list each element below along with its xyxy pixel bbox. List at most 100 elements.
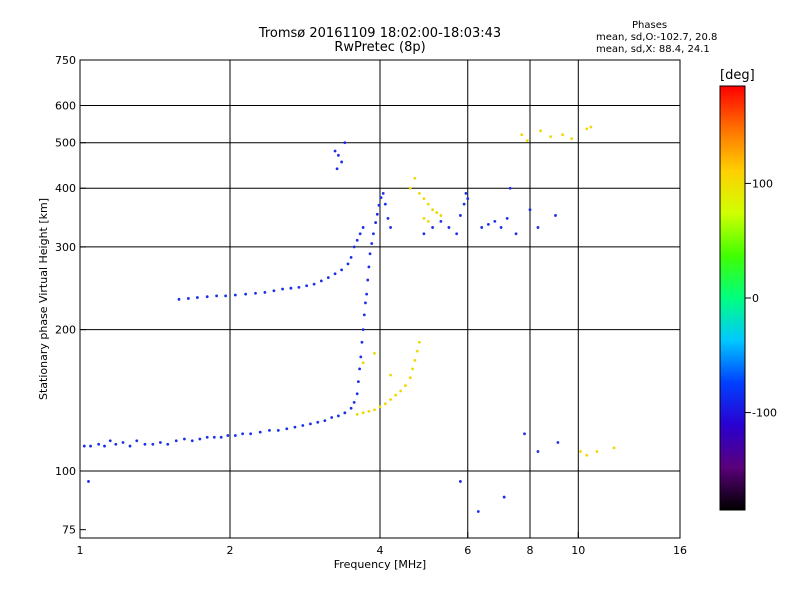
data-point-o (272, 289, 276, 293)
data-point-o (114, 442, 118, 446)
data-point-x (383, 402, 387, 406)
data-point-o (82, 444, 86, 448)
data-point-o (476, 510, 480, 513)
data-point-o (312, 282, 316, 286)
data-point-o (205, 435, 209, 439)
y-tick-label: 100 (55, 465, 76, 478)
data-point-o (249, 432, 253, 436)
data-point-o (195, 296, 199, 299)
data-point-o (177, 297, 181, 301)
y-tick-label: 300 (55, 241, 76, 254)
data-point-o (486, 222, 490, 226)
data-point-x (361, 361, 365, 365)
data-point-o (233, 293, 237, 297)
data-point-o (297, 285, 301, 289)
data-point-x (361, 411, 365, 415)
data-point-o (462, 202, 466, 206)
data-point-o (386, 216, 390, 220)
data-point-o (128, 444, 132, 448)
data-point-x (418, 191, 421, 195)
data-point-o (330, 416, 334, 419)
data-point-o (309, 422, 312, 426)
data-point-o (346, 262, 350, 266)
data-point-o (381, 191, 385, 195)
data-point-o (431, 226, 434, 229)
y-tick-label: 500 (55, 137, 76, 150)
data-point-o (383, 202, 387, 206)
phases-o-stats: mean, sd,O:-102.7, 20.8 (596, 32, 718, 43)
data-point-o (159, 441, 162, 444)
colorbar-tick-label: 0 (752, 292, 759, 305)
data-point-o (343, 141, 347, 145)
data-point-o (333, 272, 337, 276)
data-point-x (525, 139, 529, 143)
data-point-o (226, 434, 230, 437)
data-point-o (360, 340, 364, 344)
data-point-o (480, 226, 484, 229)
data-point-o (254, 291, 257, 295)
data-point-x (539, 129, 542, 133)
data-point-o (281, 287, 284, 291)
data-point-x (426, 202, 430, 206)
data-point-o (198, 437, 202, 441)
data-point-o (455, 232, 459, 236)
data-point-o (536, 226, 540, 229)
data-point-o (422, 232, 426, 236)
data-point-x (389, 373, 392, 377)
data-point-o (108, 439, 112, 443)
data-point-o (340, 160, 344, 164)
data-point-o (528, 208, 532, 212)
colorbar-tick-label: -100 (752, 407, 777, 420)
data-point-o (268, 429, 271, 432)
data-point-x (411, 367, 414, 371)
data-point-x (415, 349, 419, 353)
data-point-o (447, 226, 451, 229)
data-point-o (186, 297, 190, 300)
colorbar-ticks: 100 0 -100 (745, 177, 777, 420)
data-point-o (352, 400, 356, 404)
data-point-x (585, 453, 589, 457)
data-point-o (219, 435, 223, 439)
data-point-o (554, 214, 557, 217)
data-point-o (466, 197, 470, 201)
data-point-x (413, 358, 417, 362)
data-point-x (595, 450, 599, 453)
data-point-x (589, 125, 593, 129)
x-axis-label: Frequency [MHz] (334, 558, 426, 571)
data-point-o (143, 442, 147, 446)
data-point-x (439, 214, 443, 217)
data-point-x (355, 412, 359, 416)
data-points (82, 125, 616, 513)
data-point-o (364, 301, 367, 305)
data-point-o (352, 245, 356, 249)
data-point-o (349, 255, 353, 259)
data-point-o (372, 232, 375, 236)
chart-title: Tromsø 20161109 18:02:00-18:03:43 (258, 26, 502, 41)
data-point-o (276, 429, 280, 432)
data-point-o (359, 355, 363, 359)
data-point-x (570, 137, 574, 141)
y-tick-label: 75 (62, 524, 76, 537)
data-point-o (340, 268, 344, 272)
data-point-o (205, 295, 209, 299)
x-tick-label: 16 (673, 544, 687, 557)
data-point-o (289, 286, 293, 290)
data-point-o (375, 212, 379, 216)
data-point-o (361, 226, 365, 229)
data-point-o (459, 214, 462, 217)
y-axis-label: Stationary phase Virtual Height [km] (37, 198, 50, 400)
data-point-x (579, 450, 582, 453)
data-point-x (431, 208, 434, 212)
data-point-o (263, 291, 267, 294)
data-point-o (89, 444, 92, 448)
data-point-x (378, 405, 382, 409)
data-point-o (212, 435, 216, 439)
phases-heading: Phases (632, 20, 668, 31)
data-point-x (399, 389, 403, 393)
data-point-o (335, 167, 339, 171)
data-point-x (408, 186, 412, 190)
grid-lines (80, 60, 680, 538)
data-point-o (316, 420, 320, 424)
x-tick-label: 10 (571, 544, 585, 557)
